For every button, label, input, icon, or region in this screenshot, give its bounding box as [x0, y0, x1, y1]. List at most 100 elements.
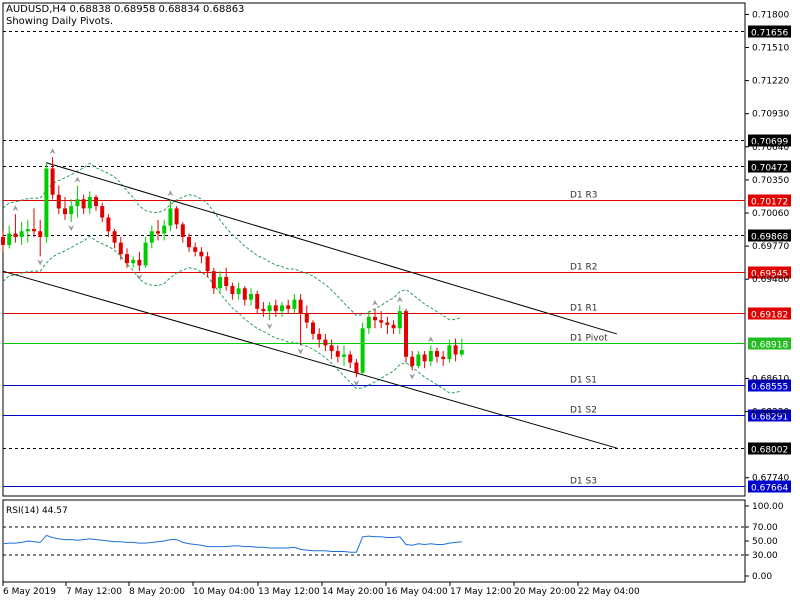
- fractal-down-marker: [409, 373, 416, 380]
- candle-body: [348, 354, 353, 363]
- candle-body: [224, 276, 229, 287]
- price-tag-label: 0.69182: [751, 311, 788, 321]
- candle-body: [428, 351, 433, 362]
- candle-body: [273, 305, 278, 312]
- price-tag-label: 0.67664: [751, 484, 788, 494]
- candle-body: [255, 294, 260, 309]
- candle-body: [360, 328, 365, 373]
- candle-body: [50, 168, 55, 195]
- channel-upper-line: [46, 162, 617, 335]
- price-tag-box: [748, 409, 791, 422]
- price-tick-label: 0.68320: [752, 408, 789, 418]
- candle-body: [317, 333, 322, 340]
- fractal-down-marker: [68, 225, 75, 232]
- rsi-label: RSI(14) 44.57: [6, 506, 68, 516]
- candle-body: [242, 288, 247, 300]
- candle-body: [373, 316, 377, 321]
- candle-body: [162, 225, 167, 234]
- price-tag-box: [748, 266, 791, 279]
- candle-body: [218, 276, 222, 289]
- price-tick-label: 0.69480: [752, 275, 789, 285]
- fractal-up-marker: [372, 299, 378, 306]
- time-axis: 6 May 2019 7 May 12:00 8 May 20:00 10 May 0…: [2, 582, 640, 597]
- candle-body: [7, 233, 12, 245]
- level-label: D1 Pivot: [570, 334, 608, 344]
- candle-body: [87, 197, 92, 209]
- candle-body: [391, 324, 396, 329]
- fractal-markers: [12, 148, 434, 387]
- price-tick-label: 0.70930: [752, 110, 789, 120]
- fractal-down-marker: [37, 259, 44, 266]
- candle-body: [118, 242, 123, 255]
- candle-body: [280, 305, 284, 312]
- level-label: D1 S1: [570, 376, 597, 386]
- level-label: D1 S3: [570, 477, 597, 487]
- price-tick-label: 0.70640: [752, 143, 789, 153]
- price-tick-label: 0.71220: [752, 77, 789, 87]
- fractal-down-marker: [297, 348, 304, 355]
- candle-body: [44, 168, 49, 237]
- rsi-tick-label: 70.00: [752, 523, 778, 533]
- candle-body: [292, 299, 297, 309]
- price-tag-box: [748, 337, 791, 350]
- time-tick-label: 20 May 20:00: [514, 587, 576, 597]
- price-tag-box: [748, 307, 791, 320]
- level-label: D1 S2: [570, 406, 597, 416]
- price-tag-label: 0.70699: [751, 138, 788, 148]
- candle-body: [32, 228, 36, 232]
- candle-body: [131, 259, 136, 264]
- candle-body: [286, 305, 291, 309]
- price-tag-label: 0.69868: [751, 233, 788, 243]
- time-tick-label: 16 May 04:00: [386, 587, 448, 597]
- candle-body: [366, 316, 371, 329]
- price-axis: 0.71656 0.70699 0.70472 0.70172 0.69868 0.695…: [745, 10, 791, 494]
- candle-body: [63, 208, 67, 215]
- time-tick-label: 10 May 04:00: [193, 587, 255, 597]
- main-plot-frame: [2, 2, 746, 497]
- candle-body: [459, 349, 464, 355]
- candle-body: [199, 251, 204, 257]
- price-tag-box: [748, 379, 791, 392]
- fractal-up-marker: [427, 336, 434, 343]
- candle-body: [205, 256, 210, 272]
- candle-body: [25, 228, 30, 232]
- rsi-line: [2, 534, 462, 553]
- price-tag-box: [748, 229, 791, 242]
- candle-body: [211, 271, 216, 289]
- pivot-levels: D1 R3 D1 R2 D1 R1 D1 Pivot D1 S1 D1 S2 D1 S3: [3, 31, 745, 487]
- upper-envelope: [2, 162, 462, 321]
- candle-body: [56, 194, 61, 209]
- price-tag-box: [748, 134, 791, 147]
- time-tick-label: 22 May 04:00: [578, 587, 640, 597]
- candle-body: [168, 208, 173, 226]
- envelope-bands: [2, 162, 462, 394]
- price-tick-label: 0.70350: [752, 176, 789, 186]
- candle-body: [125, 254, 129, 264]
- price-tick-label: 0.71800: [752, 10, 789, 20]
- rsi-tick-label: 30.00: [752, 551, 778, 561]
- price-tag-box: [748, 194, 791, 207]
- candle-body: [236, 288, 241, 295]
- candle-body: [100, 206, 105, 218]
- candle-body: [298, 299, 303, 314]
- candle-body: [13, 233, 18, 237]
- price-tag-label: 0.68918: [751, 341, 788, 351]
- fractal-up-marker: [396, 296, 403, 303]
- candle-body: [410, 356, 415, 366]
- time-tick-label: 13 May 12:00: [258, 587, 320, 597]
- candle-body: [379, 320, 384, 323]
- candle-body: [267, 305, 272, 312]
- candle-body: [435, 351, 439, 357]
- candle-body: [323, 339, 328, 346]
- candle-body: [416, 354, 421, 366]
- candle-body: [180, 224, 185, 237]
- time-tick-label: 8 May 20:00: [129, 587, 185, 597]
- level-label: D1 R1: [570, 304, 598, 314]
- symbol-header: AUDUSD,H4 0.68838 0.68958 0.68834 0.6886…: [6, 4, 244, 15]
- candle-body: [230, 286, 235, 295]
- candle-body: [174, 208, 179, 225]
- fractal-up-marker: [12, 205, 19, 212]
- candle-body: [397, 311, 402, 329]
- price-tick-label: 0.68610: [752, 374, 789, 384]
